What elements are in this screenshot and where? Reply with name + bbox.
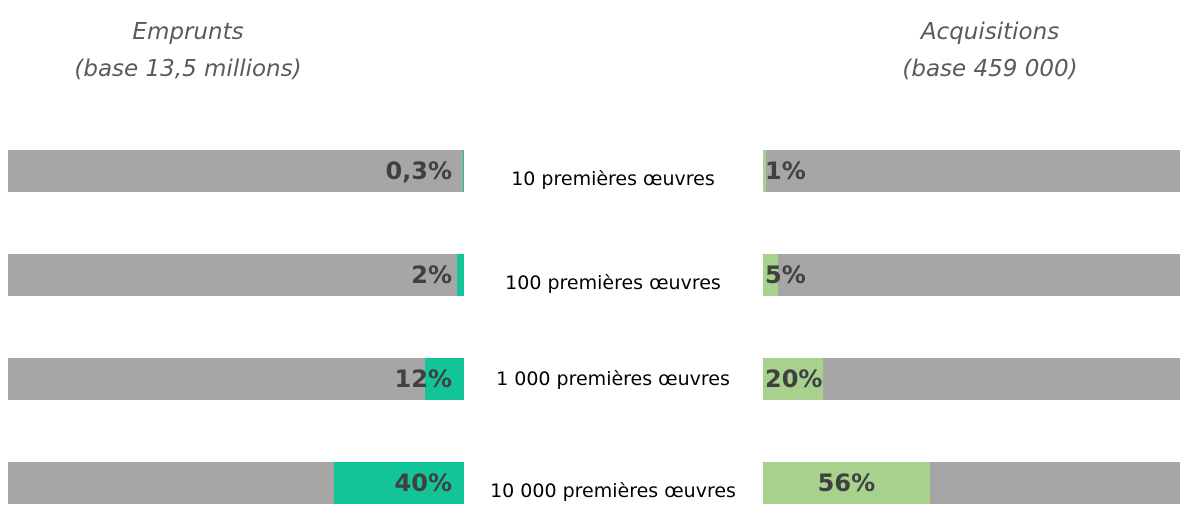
bar: [763, 254, 778, 296]
series-title: Emprunts (base 13,5 millions): [8, 14, 368, 88]
value-label: 20%: [765, 365, 823, 393]
bar: [333, 462, 464, 504]
series-subtitle: (base 459 000): [902, 56, 1078, 82]
value-label: 0,3%: [385, 157, 452, 185]
bar-track: [8, 150, 464, 192]
value-label: 2%: [411, 261, 452, 289]
bar: [763, 358, 823, 400]
value-label: 12%: [394, 365, 452, 393]
value-label: 1%: [765, 157, 806, 185]
category-label: 100 premières œuvres: [505, 272, 721, 294]
series-title: Acquisitions (base 459 000): [810, 14, 1170, 88]
bar-track: [763, 254, 1180, 296]
value-label: 5%: [765, 261, 806, 289]
category-label: 10 000 premières œuvres: [490, 480, 736, 502]
bar-track: [8, 358, 464, 400]
bar-track: [763, 150, 1180, 192]
series-subtitle: (base 13,5 millions): [74, 56, 302, 82]
bar-track: [763, 358, 1180, 400]
category-label: 10 premières œuvres: [511, 168, 715, 190]
bar: [463, 150, 464, 192]
bar: [763, 150, 766, 192]
category-label: 1 000 premières œuvres: [496, 368, 730, 390]
series-name: Acquisitions: [920, 19, 1060, 45]
page: Emprunts (base 13,5 millions) 0,3% 2% 12% 40%…: [8, 14, 1180, 504]
value-label: 40%: [394, 469, 452, 497]
bar: [457, 254, 464, 296]
bar-track: [8, 254, 464, 296]
value-label: 56%: [817, 469, 876, 497]
bar: [424, 358, 464, 400]
series-name: Emprunts: [132, 19, 244, 45]
bar: [763, 462, 930, 504]
